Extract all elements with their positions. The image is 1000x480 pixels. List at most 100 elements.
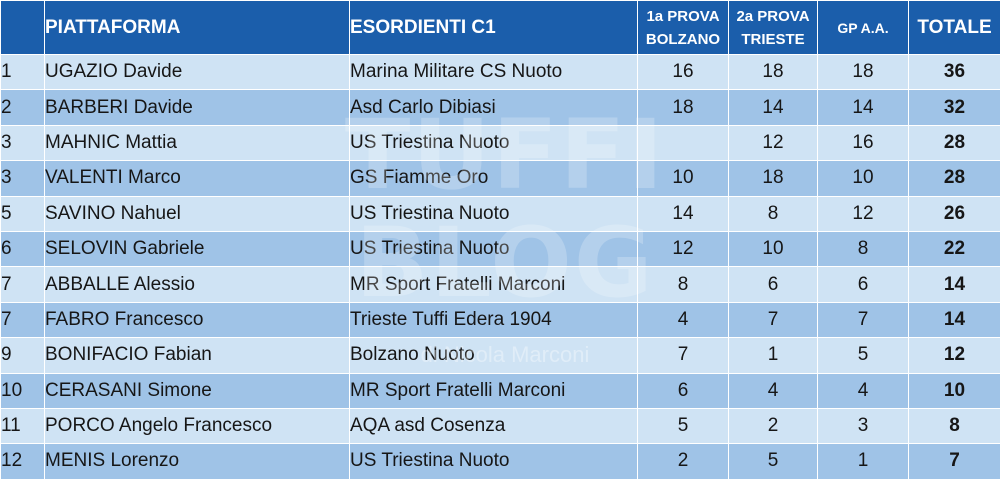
cell-club: Trieste Tuffi Edera 1904 [350,302,638,337]
header-platform: PIATTAFORMA [45,1,350,55]
header-prova-bolzano-line2: BOLZANO [646,31,720,48]
cell-prova-trieste: 6 [729,267,818,302]
cell-athlete-name: MENIS Lorenzo [45,444,350,479]
cell-prova-bolzano: 6 [638,373,729,408]
cell-athlete-name: ABBALLE Alessio [45,267,350,302]
header-prova-trieste-line1: 2a PROVA [736,8,809,25]
cell-gp: 5 [818,338,909,373]
cell-club: US Triestina Nuoto [350,444,638,479]
header-category: ESORDIENTI C1 [350,1,638,55]
cell-club: MR Sport Fratelli Marconi [350,373,638,408]
cell-prova-trieste: 5 [729,444,818,479]
cell-position: 5 [1,196,45,231]
cell-club: Marina Militare CS Nuoto [350,55,638,90]
cell-prova-bolzano: 7 [638,338,729,373]
cell-prova-trieste: 7 [729,302,818,337]
cell-gp: 6 [818,267,909,302]
cell-position: 12 [1,444,45,479]
cell-athlete-name: UGAZIO Davide [45,55,350,90]
cell-prova-bolzano: 10 [638,161,729,196]
header-prova-bolzano-line1: 1a PROVA [646,8,719,25]
cell-gp: 3 [818,408,909,443]
cell-club: US Triestina Nuoto [350,125,638,160]
cell-athlete-name: BARBERI Davide [45,90,350,125]
cell-prova-bolzano: 14 [638,196,729,231]
cell-athlete-name: BONIFACIO Fabian [45,338,350,373]
cell-total: 12 [909,338,1000,373]
header-prova-trieste-line2: TRIESTE [741,31,804,48]
cell-gp: 10 [818,161,909,196]
cell-athlete-name: SELOVIN Gabriele [45,231,350,266]
cell-total: 36 [909,55,1000,90]
cell-prova-trieste: 18 [729,161,818,196]
cell-prova-bolzano: 8 [638,267,729,302]
cell-athlete-name: PORCO Angelo Francesco [45,408,350,443]
cell-position: 11 [1,408,45,443]
cell-club: GS Fiamme Oro [350,161,638,196]
cell-prova-trieste: 18 [729,55,818,90]
cell-prova-bolzano: 12 [638,231,729,266]
cell-total: 28 [909,161,1000,196]
cell-prova-trieste: 10 [729,231,818,266]
cell-position: 2 [1,90,45,125]
cell-prova-bolzano: 5 [638,408,729,443]
cell-position: 9 [1,338,45,373]
header-position [1,1,45,55]
cell-athlete-name: VALENTI Marco [45,161,350,196]
cell-athlete-name: MAHNIC Mattia [45,125,350,160]
cell-gp: 4 [818,373,909,408]
cell-gp: 8 [818,231,909,266]
cell-prova-trieste: 12 [729,125,818,160]
cell-gp: 1 [818,444,909,479]
cell-club: Bolzano Nuoto [350,338,638,373]
cell-club: US Triestina Nuoto [350,196,638,231]
cell-prova-trieste: 2 [729,408,818,443]
cell-prova-trieste: 4 [729,373,818,408]
cell-gp: 16 [818,125,909,160]
cell-prova-bolzano: 16 [638,55,729,90]
cell-total: 10 [909,373,1000,408]
cell-total: 26 [909,196,1000,231]
header-gp: GP A.A. [818,1,909,55]
cell-prova-bolzano: 18 [638,90,729,125]
cell-position: 3 [1,125,45,160]
cell-total: 8 [909,408,1000,443]
header-prova-bolzano: 1a PROVA BOLZANO [638,1,729,55]
cell-prova-bolzano: 4 [638,302,729,337]
cell-total: 14 [909,302,1000,337]
cell-total: 28 [909,125,1000,160]
cell-total: 14 [909,267,1000,302]
cell-prova-bolzano: 2 [638,444,729,479]
cell-gp: 14 [818,90,909,125]
cell-prova-bolzano [638,125,729,160]
cell-club: Asd Carlo Dibiasi [350,90,638,125]
cell-club: US Triestina Nuoto [350,231,638,266]
cell-prova-trieste: 1 [729,338,818,373]
cell-total: 22 [909,231,1000,266]
header-row: PIATTAFORMA ESORDIENTI C1 1a PROVA BOLZAN… [1,1,1000,55]
header-total: TOTALE [909,1,1000,55]
cell-prova-trieste: 8 [729,196,818,231]
cell-athlete-name: SAVINO Nahuel [45,196,350,231]
cell-position: 1 [1,55,45,90]
cell-club: AQA asd Cosenza [350,408,638,443]
cell-athlete-name: CERASANI Simone [45,373,350,408]
cell-position: 3 [1,161,45,196]
cell-gp: 18 [818,55,909,90]
cell-position: 7 [1,267,45,302]
cell-club: MR Sport Fratelli Marconi [350,267,638,302]
cell-total: 7 [909,444,1000,479]
